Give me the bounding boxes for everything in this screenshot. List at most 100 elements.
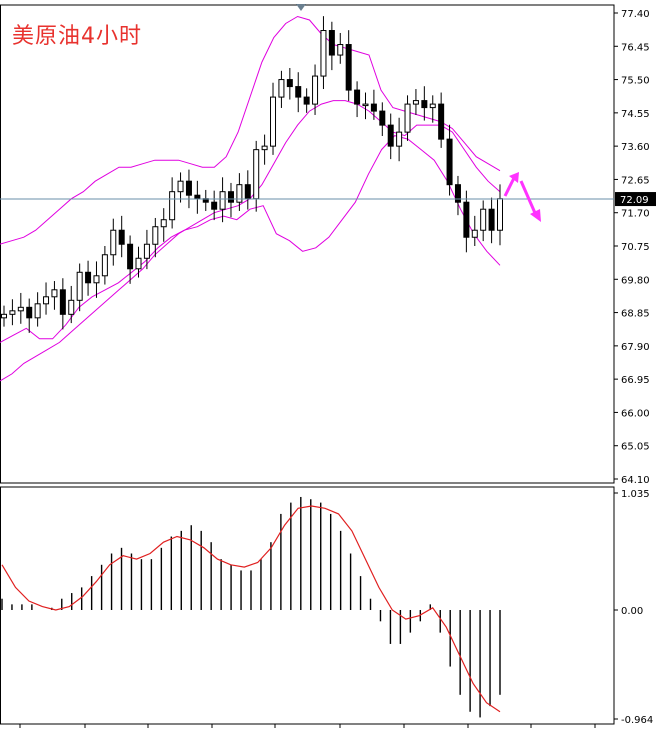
candle-body	[177, 180, 184, 193]
candle-body	[185, 180, 192, 196]
candle	[463, 190, 470, 253]
candle-body	[497, 198, 503, 231]
candle-body	[152, 226, 159, 245]
candle-body	[438, 103, 445, 140]
candle	[286, 68, 293, 100]
price-tick-label: 66.00	[621, 408, 650, 419]
chart-frame	[0, 4, 615, 728]
forecast-arrows	[503, 172, 541, 222]
candle-body	[110, 229, 117, 256]
candle-body	[286, 79, 293, 88]
price-axis: 77.40 76.45 75.50 74.55 73.60 72.65 71.70 70.75…	[614, 9, 650, 486]
candle-body	[463, 201, 470, 238]
candle-body	[362, 103, 369, 107]
candle	[202, 189, 209, 211]
candle	[118, 215, 125, 258]
candle-body	[412, 100, 419, 105]
candle-body	[194, 194, 201, 200]
candle-body	[118, 229, 125, 245]
candle	[143, 229, 150, 270]
price-tick-label: 72.65	[621, 175, 650, 186]
macd-axis: 1.035 0.00 -0.964	[614, 489, 653, 726]
candle	[59, 278, 66, 330]
candle-body	[1, 313, 7, 319]
candle	[76, 263, 83, 312]
candle-body	[278, 79, 285, 98]
shift-marker-icon	[296, 4, 306, 11]
candle-body	[93, 275, 100, 284]
candle	[320, 16, 327, 90]
candle	[480, 200, 487, 242]
candle	[421, 86, 428, 121]
candle-body	[127, 243, 134, 270]
candle-body	[85, 271, 92, 284]
down-arrow-shaft	[519, 180, 537, 214]
candle-body	[68, 299, 75, 315]
down-arrow-icon	[530, 209, 541, 222]
candle	[127, 235, 134, 284]
candle	[345, 30, 352, 101]
price-tick-label: 70.75	[621, 242, 650, 253]
candle-body	[370, 103, 377, 112]
candle-body	[471, 229, 478, 238]
candle	[328, 21, 335, 71]
candle-body	[446, 138, 453, 186]
macd-signal-line	[1, 505, 501, 713]
candle-body	[26, 306, 33, 319]
candle	[396, 117, 403, 162]
up-arrow-icon	[509, 172, 519, 183]
candle-body	[270, 96, 277, 147]
macd-tick-label: 1.035	[621, 489, 650, 500]
candle	[379, 102, 386, 136]
candle	[1, 305, 7, 327]
current-price-line: 72.09	[0, 192, 656, 207]
price-tick-label: 64.10	[621, 475, 650, 486]
candle-body	[34, 303, 41, 319]
macd-panel	[1, 496, 501, 718]
candle	[51, 281, 58, 310]
price-tick-label: 69.80	[621, 275, 650, 286]
candle-body	[404, 103, 411, 133]
candle	[337, 32, 344, 64]
candle	[219, 177, 226, 223]
candle-body	[211, 201, 218, 210]
candle-body	[253, 149, 260, 200]
candle	[185, 169, 192, 209]
candle-body	[76, 271, 83, 301]
candle	[211, 190, 218, 221]
price-tick-label: 76.45	[621, 42, 650, 53]
candle	[404, 95, 411, 141]
price-tick-label: 68.85	[621, 309, 650, 320]
candle	[488, 197, 495, 244]
candle	[236, 173, 243, 211]
macd-tick-label: -0.964	[621, 715, 653, 726]
price-tick-label: 66.95	[621, 375, 650, 386]
candle	[85, 260, 92, 296]
candle	[194, 180, 201, 214]
candle	[497, 184, 503, 246]
candle	[135, 246, 142, 278]
candle-body	[227, 191, 234, 203]
candle-body	[219, 191, 226, 210]
candle-body	[160, 219, 167, 228]
candle	[278, 70, 285, 108]
price-tick-label: 73.60	[621, 142, 650, 153]
candle-body	[396, 131, 403, 147]
candle	[110, 218, 117, 266]
candle	[412, 89, 419, 115]
candle-body	[236, 184, 243, 203]
candle	[446, 124, 453, 196]
candle	[270, 82, 277, 155]
candle-body	[143, 243, 150, 259]
candlestick-series	[1, 16, 503, 333]
candle	[93, 261, 100, 298]
current-price-label: 72.09	[620, 195, 649, 206]
current-price-box	[615, 192, 656, 207]
candle	[429, 95, 436, 123]
price-tick-label: 65.05	[621, 442, 650, 453]
price-tick-label: 67.90	[621, 342, 650, 353]
candle	[43, 282, 50, 315]
candle	[26, 298, 33, 333]
candle-body	[320, 30, 327, 77]
candle-body	[17, 306, 24, 312]
